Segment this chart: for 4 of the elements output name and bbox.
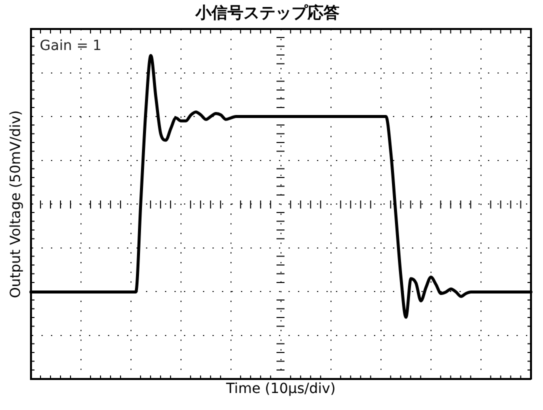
x-axis-title: Time (10µs/div)	[225, 381, 336, 398]
chart-title: 小信号ステップ応答	[194, 2, 340, 22]
text: Gain = 1	[40, 38, 102, 54]
y-axis-title: Output Voltage (50mV/div)	[8, 110, 24, 298]
